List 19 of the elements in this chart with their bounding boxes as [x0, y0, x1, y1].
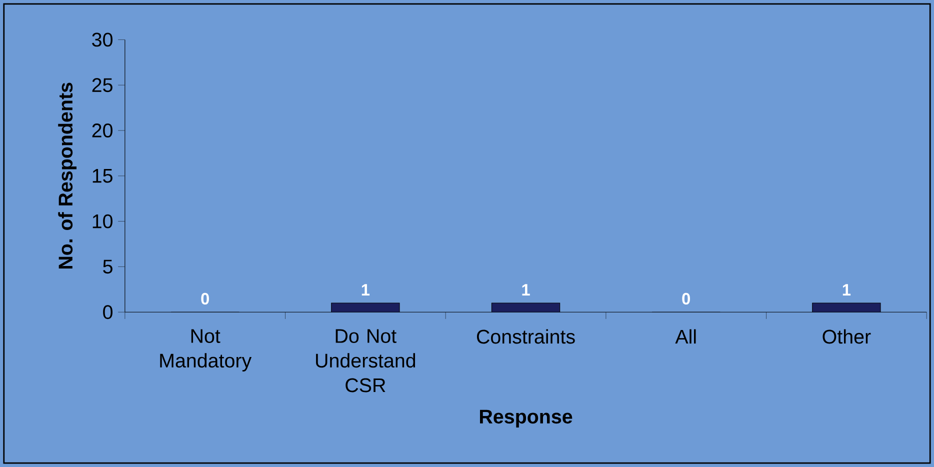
data-label: 1: [362, 284, 370, 296]
y-tick-label: 15: [92, 169, 112, 183]
x-tick-label: Not Mandatory: [160, 329, 252, 372]
y-tick-label: 5: [103, 260, 112, 274]
y-tick-label: 0: [103, 305, 112, 320]
data-label: 1: [522, 284, 530, 296]
y-tick-label: 30: [92, 32, 112, 47]
x-tick-label: Other: [822, 329, 871, 344]
data-label: 0: [201, 292, 209, 305]
x-tick-label: Constraints: [476, 329, 575, 344]
y-tick-label: 20: [92, 124, 112, 138]
data-label: 0: [682, 292, 690, 305]
x-axis-title: Response: [480, 410, 572, 428]
data-label: 1: [842, 284, 851, 296]
y-tick-label: 10: [92, 214, 112, 228]
y-tick-label: 25: [92, 78, 112, 92]
x-tick-label: All: [675, 329, 696, 344]
y-axis-title: No. of Respondents: [58, 82, 76, 269]
x-tick-label: Do Not Understand CSR: [316, 329, 416, 392]
